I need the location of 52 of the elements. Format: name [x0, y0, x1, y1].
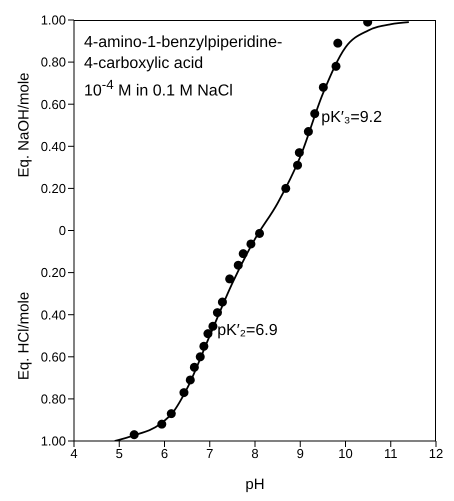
x-tick-label: 5 [116, 446, 123, 462]
y-tick-label: 0.80 [40, 54, 66, 70]
point [130, 430, 139, 440]
x-tick-label: 6 [160, 446, 168, 462]
point [212, 308, 222, 318]
annotation: pK′₂=6.9 [217, 322, 278, 340]
y-tick-label: 0.40 [40, 307, 66, 322]
x-tick-label: 11 [384, 446, 398, 462]
point [310, 109, 320, 118]
y-tick-label: 1.00 [40, 434, 66, 449]
x-tick-label: 10 [338, 446, 353, 462]
point [190, 362, 199, 372]
x-tick-label: 4 [70, 446, 78, 462]
x-tick-label: 12 [428, 446, 444, 462]
y-axis-title: Eq. NaOH/mole [16, 72, 32, 178]
point [199, 342, 208, 351]
annotation: pK′₃=9.2 [321, 109, 382, 128]
point [246, 239, 256, 248]
x-tick-label: 7 [206, 446, 214, 462]
point [238, 249, 248, 258]
point [179, 388, 188, 398]
y-tick-label: 0.60 [40, 349, 66, 364]
y-tick-label: 0 [58, 223, 66, 238]
point [333, 38, 342, 48]
x-tick-label: 9 [296, 446, 304, 462]
point [331, 62, 341, 71]
point [255, 228, 264, 238]
point [293, 160, 302, 170]
y-tick-label: 1.00 [40, 12, 66, 28]
point [281, 184, 290, 193]
y-tick-label: 0.80 [40, 392, 66, 407]
point [157, 420, 166, 429]
y-tick-label: 0.20 [40, 181, 66, 196]
point [304, 127, 313, 136]
y-tick-label: 0.40 [40, 138, 66, 154]
point [186, 375, 195, 384]
point [208, 322, 218, 331]
x-tick-label: 8 [251, 446, 259, 462]
text: 4-amino-1-benzylpiperidine- 4-carboxylic acid [84, 33, 282, 74]
text: Eq. HCl/mole [16, 292, 32, 380]
point [196, 352, 205, 362]
x-axis-title: pH [245, 476, 265, 493]
y-tick-label: 0.20 [40, 265, 66, 280]
text: 10$^{-4}$ M in 0.1 M NaCl [84, 76, 234, 102]
point [318, 82, 328, 92]
point [225, 274, 234, 284]
point [166, 409, 176, 418]
y-tick-label: 0.60 [40, 96, 66, 112]
point [203, 329, 212, 338]
point [218, 298, 227, 307]
point [234, 260, 243, 270]
point [294, 148, 304, 158]
